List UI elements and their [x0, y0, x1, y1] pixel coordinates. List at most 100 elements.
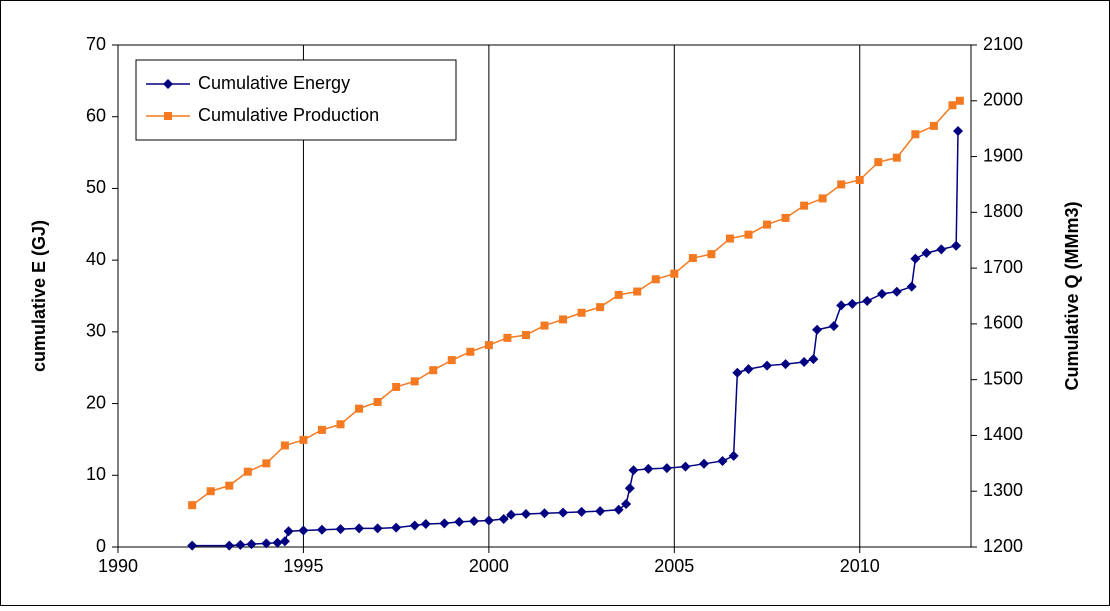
- marker: [298, 525, 309, 536]
- marker: [670, 269, 679, 278]
- y2-tick-label: 1200: [983, 536, 1023, 556]
- marker: [235, 539, 246, 550]
- marker: [624, 483, 635, 494]
- marker: [576, 506, 587, 517]
- marker: [953, 126, 964, 137]
- marker: [272, 537, 283, 548]
- marker: [539, 508, 550, 519]
- x-tick-label: 2000: [469, 556, 509, 576]
- marker: [506, 509, 517, 520]
- marker: [469, 516, 480, 527]
- marker: [651, 275, 660, 284]
- y-tick-label: 40: [86, 249, 106, 269]
- marker: [595, 506, 606, 517]
- y2-axis-label: Cumulative Q (MMm3): [1062, 201, 1082, 390]
- marker: [911, 130, 920, 139]
- marker: [763, 220, 772, 229]
- marker: [280, 441, 289, 450]
- marker: [206, 487, 215, 496]
- legend-box: [135, 59, 457, 141]
- x-tick-label: 1990: [98, 556, 138, 576]
- marker: [484, 341, 493, 350]
- marker: [409, 520, 420, 531]
- marker: [688, 254, 697, 263]
- marker: [372, 523, 383, 534]
- marker: [614, 290, 623, 299]
- x-tick-label: 2005: [654, 556, 694, 576]
- marker: [936, 244, 947, 255]
- marker: [164, 112, 172, 120]
- marker: [892, 153, 901, 162]
- marker: [392, 382, 401, 391]
- marker: [910, 253, 921, 264]
- marker: [355, 404, 364, 413]
- y2-tick-label: 2100: [983, 34, 1023, 54]
- marker: [354, 523, 365, 534]
- marker: [874, 158, 883, 167]
- marker: [540, 321, 549, 330]
- marker: [948, 101, 957, 110]
- marker: [732, 367, 743, 378]
- marker: [955, 96, 964, 105]
- marker: [439, 518, 450, 529]
- y-tick-label: 70: [86, 34, 106, 54]
- marker: [335, 524, 346, 535]
- y-tick-label: 20: [86, 392, 106, 412]
- marker: [744, 230, 753, 239]
- marker: [316, 524, 327, 535]
- y2-tick-label: 1800: [983, 201, 1023, 221]
- marker: [780, 359, 791, 370]
- marker: [224, 540, 235, 551]
- y2-tick-label: 1700: [983, 257, 1023, 277]
- marker: [855, 175, 864, 184]
- marker: [717, 455, 728, 466]
- marker: [483, 515, 494, 526]
- y2-tick-label: 1400: [983, 424, 1023, 444]
- marker: [837, 180, 846, 189]
- marker: [812, 324, 823, 335]
- marker: [466, 347, 475, 356]
- y-tick-label: 0: [96, 536, 106, 556]
- legend-label: Cumulative Production: [198, 105, 379, 125]
- marker: [613, 504, 624, 515]
- marker: [621, 498, 632, 509]
- x-tick-label: 1995: [283, 556, 323, 576]
- marker: [503, 333, 512, 342]
- marker: [906, 281, 917, 292]
- marker: [628, 465, 639, 476]
- y-tick-label: 60: [86, 105, 106, 125]
- marker: [661, 463, 672, 474]
- legend-label: Cumulative Energy: [198, 73, 350, 93]
- marker: [243, 467, 252, 476]
- marker: [261, 538, 272, 549]
- marker: [520, 509, 531, 520]
- marker: [188, 501, 197, 510]
- marker: [454, 516, 465, 527]
- marker: [762, 360, 773, 371]
- marker: [800, 201, 809, 210]
- marker: [447, 356, 456, 365]
- marker: [707, 250, 716, 259]
- marker: [246, 539, 257, 550]
- marker: [633, 287, 642, 296]
- marker: [391, 522, 402, 533]
- marker: [781, 213, 790, 222]
- y-tick-label: 50: [86, 177, 106, 197]
- marker: [420, 519, 431, 530]
- marker: [559, 315, 568, 324]
- marker: [498, 514, 509, 525]
- marker: [891, 286, 902, 297]
- marker: [921, 247, 932, 258]
- marker: [818, 194, 827, 203]
- marker: [876, 288, 887, 299]
- y2-tick-label: 2000: [983, 90, 1023, 110]
- marker: [828, 321, 839, 332]
- marker: [283, 526, 294, 537]
- y2-tick-label: 1500: [983, 368, 1023, 388]
- marker: [680, 461, 691, 472]
- marker: [596, 303, 605, 312]
- y-tick-label: 10: [86, 464, 106, 484]
- y2-tick-label: 1600: [983, 313, 1023, 333]
